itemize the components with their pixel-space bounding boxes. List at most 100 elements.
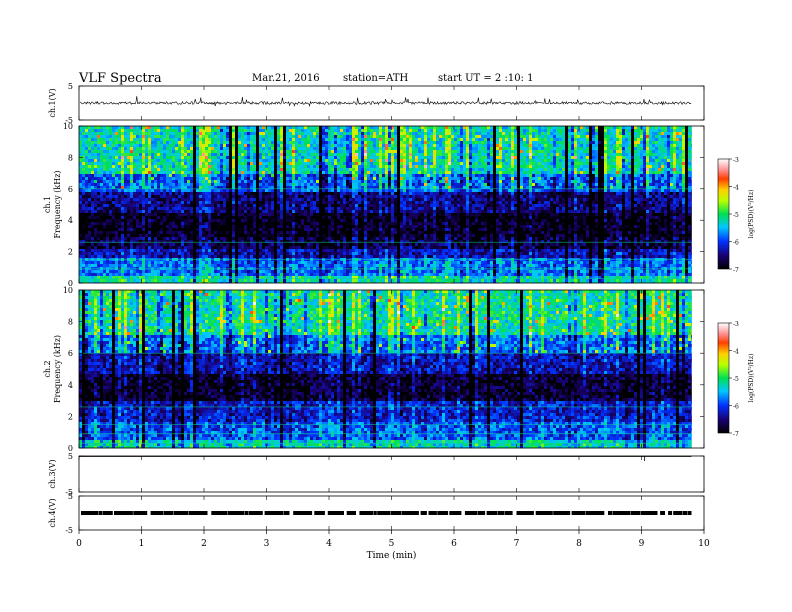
- ch1-spectrogram-cell: [304, 171, 308, 175]
- ch1-spectrogram-cell: [424, 165, 428, 169]
- ch1-spectrogram-cell: [187, 180, 191, 184]
- ch1-spectrogram-cell: [484, 132, 488, 136]
- ch1-spectrogram-cell: [292, 144, 296, 148]
- ch1-spectrogram-cell: [127, 180, 131, 184]
- ch1-spectrogram-cell: [232, 135, 236, 139]
- ch1-spectrogram-cell: [124, 156, 128, 160]
- ch1-spectrogram-cell: [619, 180, 623, 184]
- ch1-spectrogram-cell: [298, 144, 302, 148]
- ch1-spectrogram-cell: [346, 144, 350, 148]
- ch1-spectrogram-cell: [484, 192, 488, 196]
- ch1-spectrogram-cell: [415, 150, 419, 154]
- ch1-spectrogram-cell: [658, 141, 662, 145]
- ch1-spectrogram-cell: [625, 129, 629, 133]
- ch1-spectrogram-cell: [538, 162, 542, 166]
- ch1-spectrogram-cell: [517, 183, 521, 187]
- ch1-spectrogram-cell: [175, 144, 179, 148]
- ch1-spectrogram-cell: [373, 132, 377, 136]
- ch1-spectrogram-cell: [340, 129, 344, 133]
- ch1-spectrogram-cell: [94, 159, 98, 163]
- ch1-spectrogram-cell: [553, 153, 557, 157]
- ch1-spectrogram-cell: [259, 168, 263, 172]
- ch1-spectrogram-cell: [454, 129, 458, 133]
- ch1-spectrogram-cell: [130, 168, 134, 172]
- ch1-spectrogram-cell: [301, 144, 305, 148]
- ch1-spectrogram-cell: [580, 174, 584, 178]
- ch1-spectrogram-cell: [100, 150, 104, 154]
- ch1-spectrogram-cell: [598, 192, 602, 196]
- ch1-spectrogram-cell: [520, 159, 524, 163]
- ch1-spectrogram-cell: [295, 132, 299, 136]
- ch1-spectrogram-cell: [247, 183, 251, 187]
- ch1-spectrogram-cell: [433, 141, 437, 145]
- ch1-spectrogram-cell: [439, 180, 443, 184]
- ch1-spectrogram-cell: [337, 156, 341, 160]
- ch1-spectrogram-cell: [517, 168, 521, 172]
- ch1-spectrogram-cell: [616, 156, 620, 160]
- ch1-spectrogram-cell: [130, 153, 134, 157]
- ch1-spectrogram-cell: [355, 138, 359, 142]
- ch1-spectrogram-cell: [355, 153, 359, 157]
- ch1-spectrogram-cell: [559, 195, 563, 199]
- ch1-spectrogram-cell: [610, 174, 614, 178]
- ch1-spectrogram-cell: [652, 159, 656, 163]
- ch1-spectrogram-cell: [496, 147, 500, 151]
- ch1-spectrogram-cell: [592, 180, 596, 184]
- ch1-spectrogram-cell: [490, 177, 494, 181]
- ch1-spectrogram-cell: [565, 162, 569, 166]
- ch1-spectrogram-cell: [421, 159, 425, 163]
- ch1-spectrogram-cell: [157, 186, 161, 190]
- ch1-spectrogram-cell: [343, 183, 347, 187]
- ch1-spectrogram-cell: [610, 129, 614, 133]
- ch1-spectrogram-cell: [565, 126, 569, 130]
- ch1-spectrogram-cell: [505, 138, 509, 142]
- ch1-spectrogram-cell: [328, 171, 332, 175]
- ch1-spectrogram-cell: [241, 186, 245, 190]
- ch1-spectrogram-cell: [448, 195, 452, 199]
- ch1-spectrogram-cell: [406, 162, 410, 166]
- ch1-spectrogram-cell: [172, 198, 176, 202]
- ch1-spectrogram-cell: [196, 147, 200, 151]
- ch1-spectrogram-cell: [91, 186, 95, 190]
- ch1-spectrogram-cell: [544, 147, 548, 151]
- ch1-spectrogram-cell: [265, 171, 269, 175]
- ch1-spectrogram-cell: [571, 141, 575, 145]
- ch1-spectrogram-cell: [676, 195, 680, 199]
- ch1-spectrogram-cell: [676, 177, 680, 181]
- ch1-spectrogram-cell: [196, 141, 200, 145]
- ch1-spectrogram-cell: [178, 177, 182, 181]
- ch1-spectrogram-cell: [259, 138, 263, 142]
- ch1-spectrogram-cell: [406, 126, 410, 130]
- ch1-spectrogram-cell: [382, 147, 386, 151]
- ch1-spectrogram-cell: [589, 156, 593, 160]
- ch1-spectrogram-cell: [589, 162, 593, 166]
- ch1-spectrogram-cell: [88, 183, 92, 187]
- ch1-spectrogram-cell: [151, 192, 155, 196]
- ch1-spectrogram-cell: [169, 171, 173, 175]
- ch1-spectrogram-cell: [685, 147, 689, 151]
- ch1-spectrogram-cell: [502, 180, 506, 184]
- ch1-spectrogram-cell: [661, 147, 665, 151]
- ch1-spectrogram-cell: [307, 141, 311, 145]
- ch1-spectrogram-cell: [661, 159, 665, 163]
- ch1-spectrogram-cell: [379, 180, 383, 184]
- ch1-spectrogram-cell: [547, 135, 551, 139]
- ch1-spectrogram-cell: [283, 189, 287, 193]
- ch1-spectrogram-cell: [487, 126, 491, 130]
- ch1-spectrogram-cell: [217, 192, 221, 196]
- ch1-spectrogram-cell: [277, 126, 281, 130]
- ch1-spectrogram-cell: [505, 147, 509, 151]
- ch1-spectrogram-cell: [559, 129, 563, 133]
- ch1-spectrogram-cell: [205, 189, 209, 193]
- ch1-spectrogram-cell: [169, 180, 173, 184]
- ch1-spectrogram-cell: [529, 168, 533, 172]
- ch1-spectrogram-cell: [640, 132, 644, 136]
- ch1-spectrogram-cell: [403, 195, 407, 199]
- ch1-spectrogram-cell: [394, 162, 398, 166]
- ch1-spectrogram-cell: [190, 150, 194, 154]
- ch1-spectrogram-cell: [193, 150, 197, 154]
- ch1-spectrogram-cell: [469, 144, 473, 148]
- ch1-spectrogram-cell: [427, 138, 431, 142]
- ch1-spectrogram-cell: [280, 195, 284, 199]
- ch1-spectrogram-cell: [106, 126, 110, 130]
